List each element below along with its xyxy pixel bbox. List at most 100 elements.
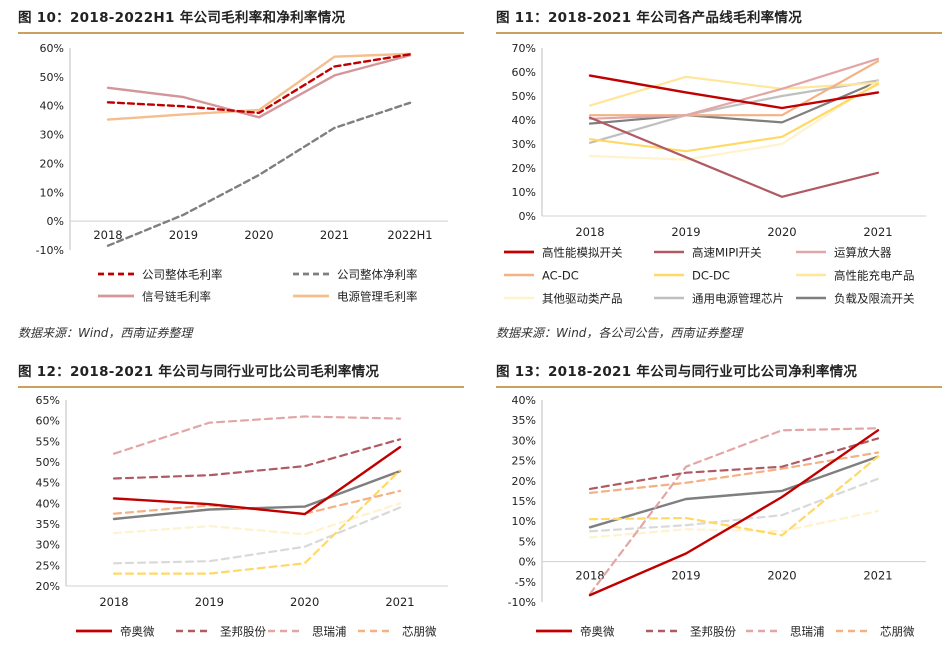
fig11-legend-label-series-1: 高性能模拟开关 <box>542 246 623 260</box>
fig10-series-2-line <box>106 101 412 247</box>
fig12-xtick-label: 2018 <box>99 595 128 609</box>
fig12-series-1-line <box>112 445 402 516</box>
fig10-ytick-label: 30% <box>40 129 64 142</box>
fig13-ytick-label: 0% <box>519 556 536 569</box>
fig11-xtick-label: 2021 <box>863 225 892 239</box>
fig12-ytick-label: 35% <box>36 518 60 531</box>
fig13-ytick-label: 5% <box>519 535 536 548</box>
fig12-ytick-label: 40% <box>36 497 60 510</box>
fig10-legend-label-series-1: 公司整体毛利率 <box>142 268 223 282</box>
fig12-ytick-label: 25% <box>36 559 60 572</box>
fig11-ytick-label: 70% <box>512 42 536 55</box>
fig11-ytick-label: 50% <box>512 90 536 103</box>
fig10-xtick-label: 2019 <box>169 228 198 242</box>
fig13-ytick-label: 40% <box>512 394 536 407</box>
fig13-ytick-label: 25% <box>512 455 536 468</box>
fig12-ytick-label: 55% <box>36 435 60 448</box>
fig13-legend-label-series-3: 思瑞浦 <box>790 625 825 639</box>
fig10-ytick-label: 20% <box>40 157 64 170</box>
fig12-xtick-label: 2019 <box>195 595 224 609</box>
fig11-xtick-label: 2020 <box>767 225 796 239</box>
fig12-series-3-line <box>112 415 402 455</box>
fig11-series-7-line <box>588 80 880 161</box>
figure-10-chart: -10% 0% 10% 20% 30% 40% 50% 60% 2018 2019 2020 2021… <box>36 42 448 304</box>
fig10-xtick-label: 2018 <box>93 228 122 242</box>
fig13-ytick-label: 35% <box>512 414 536 427</box>
fig11-legend-label-series-6: 高性能充电产品 <box>834 269 915 283</box>
fig11-series-4-line <box>588 60 880 117</box>
fig11-series-3-line <box>588 57 880 120</box>
fig12-legend-label-series-3: 思瑞浦 <box>312 625 347 639</box>
fig12-ytick-label: 45% <box>36 477 60 490</box>
fig11-series-1-line <box>588 74 880 110</box>
fig11-series-5-line <box>588 82 880 153</box>
fig13-series-7-line <box>588 477 880 533</box>
fig11-legend-label-series-8: 通用电源管理芯片 <box>692 292 784 306</box>
fig11-ytick-label: 30% <box>512 138 536 151</box>
fig11-ytick-label: 10% <box>512 186 536 199</box>
fig13-ytick-label: -5% <box>515 576 536 589</box>
figure-12-title: 图 12：2018-2021 年公司与同行业可比公司毛利率情况 <box>18 364 380 380</box>
fig11-ytick-label: 40% <box>512 114 536 127</box>
fig10-ytick-label: 10% <box>40 186 64 199</box>
fig10-legend-label-series-2: 公司整体净利率 <box>337 268 418 282</box>
figure-11-title: 图 11：2018-2021 年公司各产品线毛利率情况 <box>496 10 803 26</box>
fig10-series-4-line <box>106 52 412 121</box>
fig12-series-5-line <box>112 469 402 575</box>
fig12-ytick-label: 30% <box>36 539 60 552</box>
fig13-ytick-label: 30% <box>512 434 536 447</box>
figure-10-source: 数据来源：Wind，西南证券整理 <box>18 326 193 340</box>
fig13-series-5-line <box>588 455 880 537</box>
fig13-ytick-label: 20% <box>512 475 536 488</box>
fig10-xtick-label: 2020 <box>244 228 273 242</box>
fig11-legend-label-series-2: 高速MIPI开关 <box>692 246 762 260</box>
fig12-legend-label-series-1: 帝奥微 <box>120 625 155 639</box>
fig12-series-2-line <box>112 438 402 480</box>
figure-11-chart: 0% 10% 20% 30% 40% 50% 60% 70% 2018 2019 2020 2021 高… <box>504 42 926 306</box>
fig10-series-1-line <box>106 53 412 115</box>
figure-13-chart: -10% -5% 0% 5% 10% 15% 20% 25% 30% 35% 40% 2018 2019… <box>508 394 926 639</box>
figure-13-panel: 图 13：2018-2021 年公司与同行业可比公司净利率情况 -10% -5% 0… <box>496 360 942 647</box>
fig13-series-3-line <box>588 427 880 595</box>
fig10-ytick-label: -10% <box>36 244 64 257</box>
fig12-series-7-line <box>112 506 402 565</box>
fig11-xtick-label: 2019 <box>671 225 700 239</box>
figure-10-panel: 图 10：2018-2022H1 年公司毛利率和净利率情况 -10% 0% 10% 2… <box>18 6 470 346</box>
fig10-series-3-line <box>106 53 412 119</box>
fig11-series-2-line <box>588 116 880 198</box>
fig13-series-8-line <box>588 455 880 529</box>
fig13-ytick-label: 10% <box>512 515 536 528</box>
fig10-xtick-label: 2022H1 <box>387 228 432 242</box>
fig10-ytick-label: 60% <box>40 42 64 55</box>
figure-13-title-rule <box>496 386 942 388</box>
figure-12-title-rule <box>18 386 464 388</box>
fig13-series-4-line <box>588 451 880 495</box>
figure-12-panel: 图 12：2018-2021 年公司与同行业可比公司毛利率情况 20% 25% 30… <box>18 360 470 647</box>
fig11-legend-label-series-9: 负载及限流开关 <box>834 292 915 306</box>
fig12-xtick-label: 2020 <box>290 595 319 609</box>
fig12-legend-label-series-4: 芯朋微 <box>402 625 437 639</box>
fig12-ytick-label: 65% <box>36 394 60 407</box>
fig12-legend-label-series-2: 圣邦股份 <box>220 625 266 639</box>
fig10-ytick-label: 50% <box>40 71 64 84</box>
fig11-legend-label-series-4: AC-DC <box>542 269 579 283</box>
fig13-series-1-line <box>588 429 880 597</box>
fig10-legend-label-series-4: 电源管理毛利率 <box>337 290 418 304</box>
fig11-xtick-label: 2018 <box>575 225 604 239</box>
fig13-legend-label-series-1: 帝奥微 <box>580 625 615 639</box>
fig11-legend-label-series-3: 运算放大器 <box>834 246 892 260</box>
fig12-ytick-label: 60% <box>36 415 60 428</box>
figure-13-title: 图 13：2018-2021 年公司与同行业可比公司净利率情况 <box>496 364 858 380</box>
fig11-ytick-label: 60% <box>512 66 536 79</box>
figure-11-source: 数据来源：Wind，各公司公告，西南证券整理 <box>496 326 743 340</box>
figure-10-title: 图 10：2018-2022H1 年公司毛利率和净利率情况 <box>18 10 346 26</box>
fig13-legend-label-series-2: 圣邦股份 <box>690 625 736 639</box>
fig13-ytick-label: -10% <box>508 596 536 609</box>
fig13-xtick-label: 2020 <box>767 569 796 583</box>
fig10-xtick-label: 2021 <box>320 228 349 242</box>
fig13-xtick-label: 2019 <box>671 569 700 583</box>
fig13-series-6-line <box>588 509 880 539</box>
fig10-legend-label-series-3: 信号链毛利率 <box>142 290 211 304</box>
fig11-series-9-line <box>588 80 880 125</box>
figure-11-title-rule <box>496 32 942 34</box>
